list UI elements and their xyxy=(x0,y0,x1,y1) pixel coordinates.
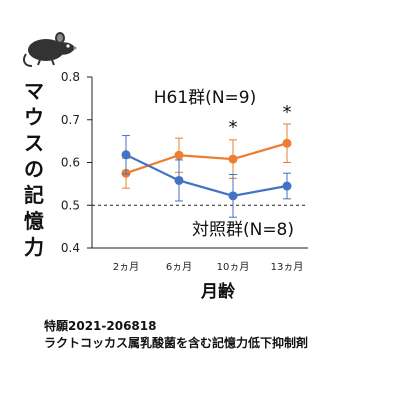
data-point xyxy=(228,154,238,164)
data-point xyxy=(228,191,238,201)
data-point xyxy=(282,138,292,148)
y-axis-label-char: ウ xyxy=(24,105,44,129)
x-tick-label: 6ヵ月 xyxy=(166,261,192,273)
y-axis-label-char: の xyxy=(24,157,44,181)
y-axis-label-char: 力 xyxy=(24,235,44,259)
data-point xyxy=(121,150,131,160)
y-axis-label-char: 憶 xyxy=(24,209,44,233)
series-line xyxy=(125,142,288,175)
x-tick-label: 10ヵ月 xyxy=(217,261,250,273)
x-axis-label: 月齢 xyxy=(200,281,236,302)
y-axis-label-char: マ xyxy=(24,79,44,103)
data-point xyxy=(174,150,184,160)
y-tick-label: 0.6 xyxy=(61,156,80,170)
series xyxy=(121,123,292,218)
y-axis-label: マウスの記憶力 xyxy=(20,78,48,260)
patent-number: 特願2021-206818 xyxy=(44,319,157,333)
x-ticks: 2ヵ月 6ヵ月 10ヵ月 13ヵ月 xyxy=(113,261,304,273)
y-tick-label: 0.7 xyxy=(61,113,80,127)
legend-control: 対照群(N=8) xyxy=(192,220,294,240)
x-tick-label: 13ヵ月 xyxy=(271,261,304,273)
significance-asterisk: * xyxy=(229,117,238,138)
significance-asterisk: * xyxy=(283,102,292,123)
y-tick-label: 0.8 xyxy=(61,70,80,84)
patent-title: ラクトコッカス属乳酸菌を含む記憶力低下抑制剤 xyxy=(44,336,309,350)
mouse-icon xyxy=(23,32,77,67)
patent-info: 特願2021-206818 ラクトコッカス属乳酸菌を含む記憶力低下抑制剤 xyxy=(44,318,308,352)
legend-h61: H61群(N=9) xyxy=(154,88,256,108)
series-labels: H61群(N=9) 対照群(N=8) * * xyxy=(154,88,294,240)
x-tick-label: 2ヵ月 xyxy=(113,261,139,273)
y-axis-label-char: ス xyxy=(24,131,44,155)
data-point xyxy=(282,181,292,191)
y-axis-label-char: 記 xyxy=(24,183,44,207)
y-tick-label: 0.4 xyxy=(61,241,80,255)
series-line xyxy=(125,153,288,197)
y-tick-label: 0.5 xyxy=(61,198,80,212)
y-ticks: 0.4 0.5 0.6 0.7 0.8 xyxy=(61,70,92,255)
data-point xyxy=(174,175,184,185)
